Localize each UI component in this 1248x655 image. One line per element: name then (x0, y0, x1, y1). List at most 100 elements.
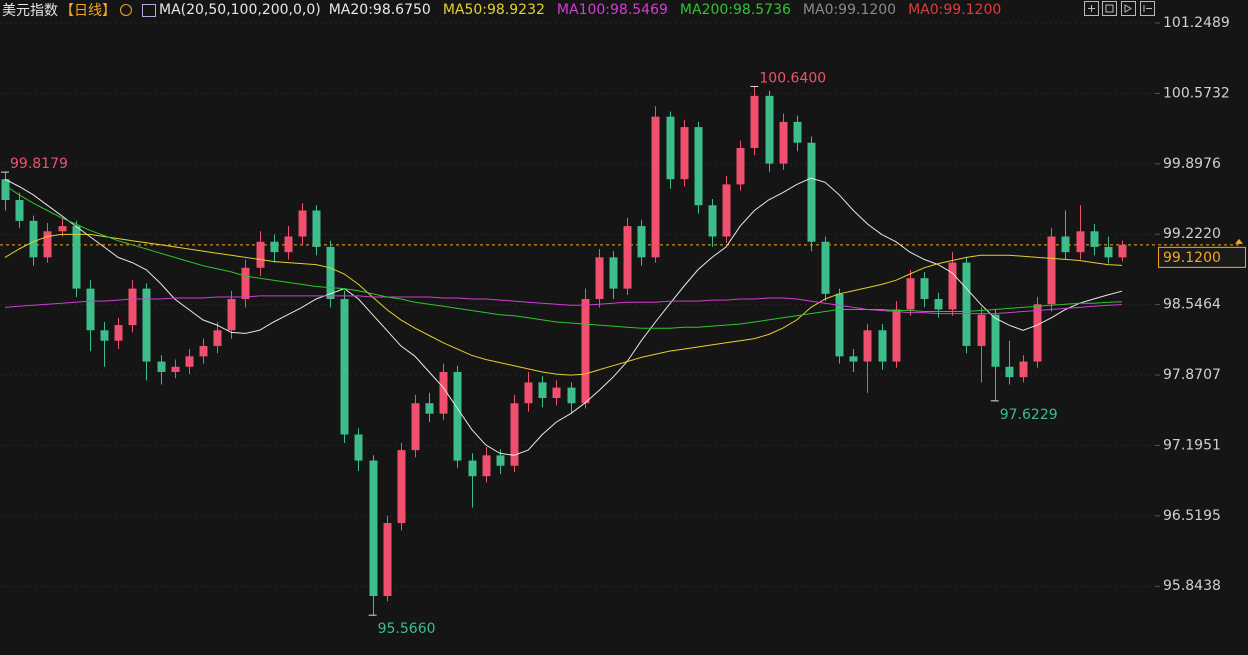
candle-body (397, 450, 406, 524)
legend-entry: MA0:99.1200 (908, 2, 1002, 18)
legend: MA20:98.6750 MA50:98.9232 MA100:98.5469 MA2… (329, 2, 1014, 18)
legend-entry: MA50:98.9232 (442, 2, 545, 18)
candle-body (892, 309, 901, 362)
candle-body (680, 127, 689, 180)
y-tick-label: 97.8707 (1163, 367, 1221, 383)
indicator-icon[interactable] (142, 3, 156, 17)
candle-body (552, 387, 561, 399)
ma-line (4, 233, 1123, 376)
candle-body (86, 288, 95, 331)
candle-body (567, 387, 576, 404)
candle-body (722, 184, 731, 237)
candle-body (849, 356, 858, 362)
candle-body (651, 116, 660, 258)
candle-body (496, 455, 505, 466)
candle-body (114, 325, 123, 341)
candle-body (878, 330, 887, 362)
ma-line (4, 295, 1123, 315)
candle-body (835, 293, 844, 357)
tool-button[interactable] (1140, 1, 1155, 16)
price-tag-box (1158, 246, 1246, 268)
candle-body (906, 278, 915, 310)
candle-body (623, 226, 632, 289)
candle-body (15, 200, 24, 221)
candle-body (991, 314, 1000, 367)
y-tick-label: 99.2220 (1163, 226, 1221, 242)
candle-body (1033, 304, 1042, 362)
candle-body (439, 371, 448, 414)
candle-body (213, 330, 222, 346)
candle-body (666, 116, 675, 180)
candle-body (1047, 236, 1056, 305)
instrument-title: 美元指数 (2, 3, 58, 19)
y-tick-label: 101.2489 (1163, 15, 1230, 31)
toolbar (1084, 1, 1155, 16)
legend-entry: MA0:99.1200 (802, 2, 897, 18)
candle-body (510, 403, 519, 466)
candle-body (793, 121, 802, 143)
candle-body (1104, 246, 1113, 258)
candle-body (750, 95, 759, 148)
candle-body (1076, 231, 1085, 253)
candle-body (807, 142, 816, 242)
candle-body (1005, 366, 1014, 378)
candle-body (411, 403, 420, 451)
extreme-label: 95.5660 (378, 621, 436, 637)
candle-body (538, 382, 547, 399)
y-tick-label: 95.8438 (1163, 578, 1221, 594)
candle-body (326, 246, 335, 300)
last-price-tag: 99.1200 (1158, 238, 1246, 268)
extreme-label: 100.6400 (759, 70, 826, 86)
tool-button[interactable] (1102, 1, 1117, 16)
candle-body (920, 278, 929, 300)
candle-body (821, 241, 830, 294)
y-tick-label: 96.5195 (1163, 508, 1221, 524)
legend-entry: MA200:98.5736 (679, 2, 791, 18)
y-tick-label: 99.8976 (1163, 156, 1221, 172)
candle-body (765, 95, 774, 164)
extreme-label: 99.8179 (10, 156, 68, 172)
candle-body (128, 288, 137, 326)
candle-body (863, 330, 872, 362)
period[interactable]: 【日线】 (60, 3, 116, 19)
candle-body (340, 299, 349, 435)
candle-body (736, 147, 745, 185)
header: 美元指数 【日线】 MA(20,50,100,200,0,0) MA20:98.… (2, 1, 1013, 19)
tool-button[interactable] (1121, 1, 1136, 16)
candle-body (29, 220, 38, 258)
ma-line (4, 177, 1123, 456)
candle-body (637, 226, 646, 258)
candle-body (453, 371, 462, 461)
price-tag-label: 99.1200 (1163, 250, 1221, 266)
candle-body (312, 210, 321, 247)
candle-body (241, 267, 250, 300)
add-icon[interactable] (120, 4, 132, 16)
candle-body (524, 382, 533, 404)
candle-body (1019, 361, 1028, 378)
price-tag-arrow (1235, 238, 1243, 244)
candle-body (1061, 236, 1070, 253)
candle-body (977, 314, 986, 346)
candle-body (58, 226, 67, 232)
tool-button[interactable] (1084, 1, 1099, 16)
candle-body (227, 299, 236, 331)
candle-body (369, 460, 378, 597)
legend-entry: MA100:98.5469 (556, 2, 668, 18)
y-tick-label: 100.5732 (1163, 85, 1230, 101)
candle-body (354, 434, 363, 461)
candle-body (1, 179, 10, 201)
y-tick-label: 98.5464 (1163, 297, 1221, 313)
candle-body (43, 231, 52, 258)
candle-body (962, 262, 971, 346)
candle-body (581, 299, 590, 404)
candle-body (1118, 244, 1127, 258)
candle-body (948, 262, 957, 310)
candle-body (383, 523, 392, 597)
indicator[interactable]: MA(20,50,100,200,0,0) (159, 2, 321, 18)
tool-icons (1088, 4, 1152, 13)
candle-body (157, 361, 166, 372)
candle-body (934, 299, 943, 310)
candle-body (171, 366, 180, 372)
